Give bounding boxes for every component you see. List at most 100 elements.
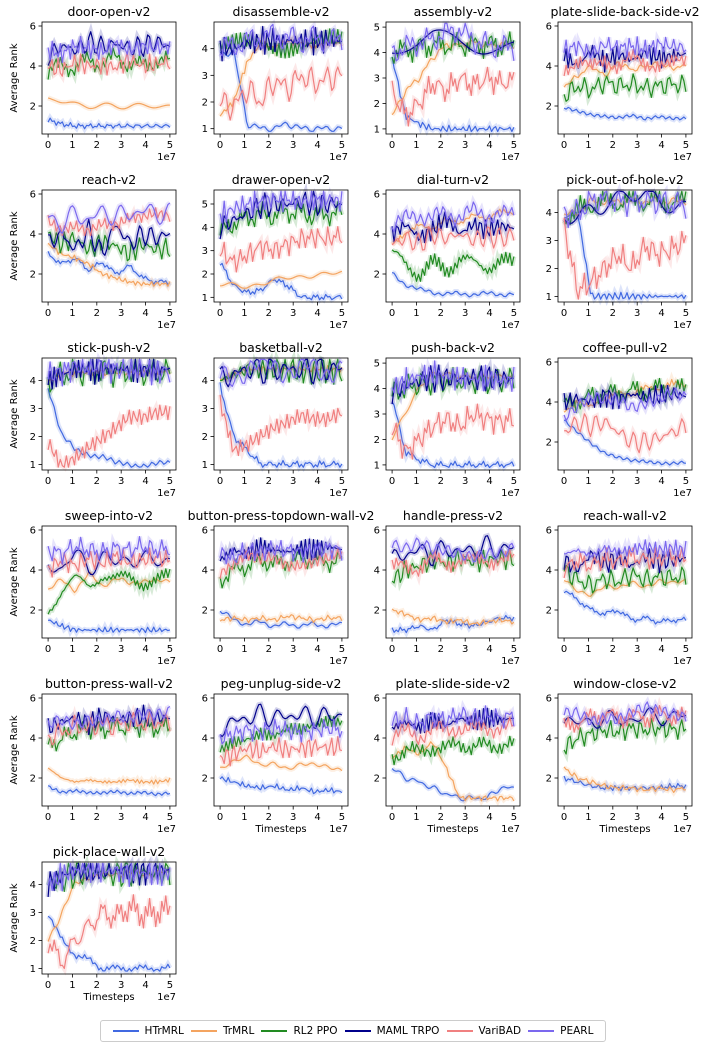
axes-frame bbox=[385, 525, 521, 639]
x-multiplier: 1e7 bbox=[501, 656, 520, 667]
x-tick-label: 3 bbox=[462, 308, 468, 319]
series-line-RL2 PPO bbox=[47, 358, 171, 393]
y-tick-label: 6 bbox=[30, 526, 36, 537]
y-tick-label: 1 bbox=[202, 124, 208, 135]
series-line-MAML TRPO bbox=[47, 358, 171, 390]
series-line-RL2 PPO bbox=[47, 568, 171, 615]
y-tick-label: 2 bbox=[30, 432, 36, 443]
y-tick-label: 2 bbox=[202, 606, 208, 617]
axes-frame bbox=[41, 21, 177, 135]
x-tick-label: 3 bbox=[462, 644, 468, 655]
y-tick-label: 2 bbox=[30, 270, 36, 281]
series-line-HTrMRL bbox=[47, 117, 171, 130]
x-tick-label: 2 bbox=[438, 140, 444, 151]
x-tick-label: 0 bbox=[561, 476, 567, 487]
series-line-HTrMRL bbox=[219, 49, 343, 132]
axes-frame bbox=[41, 357, 177, 471]
axes-frame bbox=[41, 189, 177, 303]
series-line-TrMRL bbox=[47, 767, 171, 785]
subplot-pick-out-of-hole-v2: pick-out-of-hole-v2 0 1 2 3 4 5 1e7 1 2 3 4 bbox=[524, 170, 699, 342]
y-tick-label: 5 bbox=[374, 359, 380, 370]
y-tick-label: 2 bbox=[374, 774, 380, 785]
series-line-VariBAD bbox=[391, 549, 515, 577]
subplot-window-close-v2: window-close-v2 0 1 2 3 4 5 1e7 2 4 6 Timesteps bbox=[524, 674, 699, 846]
x-multiplier: 1e7 bbox=[329, 152, 348, 163]
subplot-disassemble-v2: disassemble-v2 0 1 2 3 4 5 1e7 1 2 3 4 bbox=[180, 2, 355, 174]
series-line-RL2 PPO bbox=[391, 249, 515, 282]
series-line-RL2 PPO bbox=[563, 564, 687, 594]
x-tick-label: 3 bbox=[290, 476, 296, 487]
x-tick-label: 2 bbox=[438, 476, 444, 487]
series-line-VariBAD bbox=[563, 217, 687, 300]
series-line-HTrMRL bbox=[563, 590, 687, 625]
subplot-title: reach-wall-v2 bbox=[583, 508, 667, 523]
series-band-VariBAD bbox=[389, 403, 515, 460]
series-line-PEARL bbox=[219, 718, 343, 745]
axes-frame bbox=[385, 693, 521, 807]
series-line-HTrMRL bbox=[219, 262, 343, 301]
y-tick-label: 4 bbox=[30, 734, 36, 745]
y-tick-label: 4 bbox=[374, 230, 380, 241]
y-tick-label: 4 bbox=[546, 566, 552, 577]
series-line-PEARL bbox=[219, 23, 343, 57]
subplot-title: plate-slide-back-side-v2 bbox=[550, 4, 699, 19]
y-tick-label: 2 bbox=[546, 606, 552, 617]
axes-frame bbox=[557, 693, 693, 807]
series-line-HTrMRL bbox=[391, 768, 514, 802]
series-line-HTrMRL bbox=[564, 211, 687, 300]
legend-label: VariBAD bbox=[478, 1025, 522, 1037]
y-tick-label: 4 bbox=[202, 376, 208, 387]
subplot-reach-wall-v2: reach-wall-v2 0 1 2 3 4 5 1e7 2 4 6 bbox=[524, 506, 699, 678]
legend-label: TrMRL bbox=[222, 1025, 255, 1037]
x-tick-label: 1 bbox=[241, 476, 247, 487]
series-line-MAML TRPO bbox=[47, 549, 171, 576]
x-tick-label: 1 bbox=[241, 308, 247, 319]
y-axis-label: Average Rank bbox=[9, 715, 20, 784]
legend-label: MAML TRPO bbox=[376, 1025, 440, 1037]
subplot-title: stick-push-v2 bbox=[67, 340, 150, 355]
x-tick-label: 3 bbox=[118, 812, 124, 823]
y-tick-label: 6 bbox=[374, 694, 380, 705]
x-tick-label: 4 bbox=[658, 308, 664, 319]
series-line-PEARL bbox=[563, 36, 687, 59]
series-band-VariBAD bbox=[563, 406, 689, 461]
x-tick-label: 2 bbox=[438, 812, 444, 823]
series-band-VariBAD bbox=[389, 66, 517, 127]
y-tick-label: 3 bbox=[30, 908, 36, 919]
x-multiplier: 1e7 bbox=[157, 992, 176, 1003]
x-tick-label: 4 bbox=[142, 476, 148, 487]
subplot-drawer-open-v2: drawer-open-v2 0 1 2 3 4 5 1e7 1 2 3 4 5 bbox=[180, 170, 355, 342]
subplot-button-press-topdown-wall-v2: button-press-topdown-wall-v2 0 1 2 3 4 5 1e7 2 4 6 bbox=[180, 506, 375, 678]
y-axis-label: Average Rank bbox=[9, 211, 20, 280]
y-tick-label: 2 bbox=[374, 606, 380, 617]
y-tick-label: 4 bbox=[374, 566, 380, 577]
subplot-stick-push-v2: stick-push-v2 0 1 2 3 4 5 1e7 1 2 3 4 Average Rank bbox=[8, 338, 183, 510]
x-tick-label: 0 bbox=[389, 812, 395, 823]
y-tick-label: 1 bbox=[374, 124, 380, 135]
x-tick-label: 1 bbox=[413, 308, 419, 319]
legend-line-icon bbox=[528, 1030, 555, 1032]
x-tick-label: 5 bbox=[683, 140, 689, 151]
y-tick-label: 2 bbox=[374, 99, 380, 110]
subplot-plate-slide-back-side-v2: plate-slide-back-side-v2 0 1 2 3 4 5 1e7 2 4 6 bbox=[524, 2, 700, 174]
x-tick-label: 1 bbox=[585, 812, 591, 823]
x-tick-label: 5 bbox=[511, 644, 517, 655]
x-tick-label: 0 bbox=[45, 308, 51, 319]
x-tick-label: 3 bbox=[290, 308, 296, 319]
series-line-RL2 PPO bbox=[391, 366, 515, 400]
y-axis-label: Average Rank bbox=[9, 547, 20, 616]
x-tick-label: 2 bbox=[94, 476, 100, 487]
y-tick-label: 4 bbox=[202, 566, 208, 577]
series-line-TrMRL bbox=[47, 97, 170, 110]
axes-frame bbox=[557, 21, 693, 135]
y-tick-label: 3 bbox=[374, 410, 380, 421]
legend-line-icon bbox=[190, 1030, 217, 1032]
legend-item: MAML TRPO bbox=[344, 1025, 440, 1037]
x-tick-label: 0 bbox=[45, 644, 51, 655]
x-tick-label: 4 bbox=[142, 980, 148, 991]
